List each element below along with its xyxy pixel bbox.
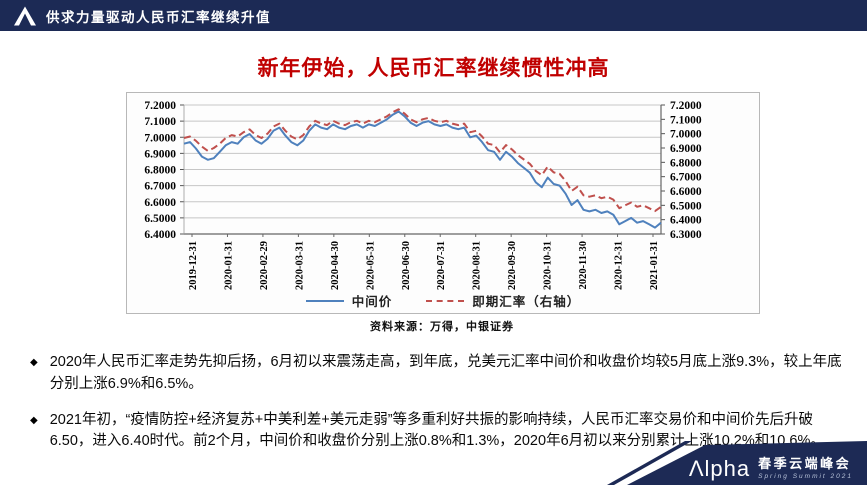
legend-label: 即期汇率（右轴） bbox=[472, 295, 581, 309]
bullet-list: ◆ 2020年人民币汇率走势先抑后扬，6月初以来震荡走高，到年底，兑美元汇率中间… bbox=[30, 352, 848, 467]
svg-text:6.8000: 6.8000 bbox=[670, 157, 702, 169]
legend-line-solid-icon bbox=[305, 299, 344, 302]
svg-text:2019-12-31: 2019-12-31 bbox=[188, 241, 199, 290]
svg-text:2020-06-30: 2020-06-30 bbox=[401, 241, 412, 290]
svg-text:7.0000: 7.0000 bbox=[144, 132, 176, 144]
chart-source: 资料来源：万得，中银证券 bbox=[370, 321, 514, 333]
svg-text:6.3000: 6.3000 bbox=[670, 229, 702, 241]
svg-text:7.2000: 7.2000 bbox=[144, 100, 176, 112]
svg-text:7.2000: 7.2000 bbox=[670, 100, 702, 112]
legend-item-central-parity: 中间价 bbox=[305, 291, 393, 310]
legend-label: 中间价 bbox=[351, 295, 393, 309]
chart-legend: 中间价 即期汇率（右轴） bbox=[127, 291, 759, 310]
svg-text:6.8000: 6.8000 bbox=[144, 165, 176, 177]
svg-text:2020-08-31: 2020-08-31 bbox=[472, 241, 483, 290]
event-name-cn: 春季云端峰会 bbox=[758, 455, 852, 471]
svg-text:6.4000: 6.4000 bbox=[670, 215, 702, 227]
diamond-bullet-icon: ◆ bbox=[30, 357, 38, 368]
diamond-bullet-icon: ◆ bbox=[30, 414, 38, 426]
svg-text:6.9000: 6.9000 bbox=[144, 148, 176, 160]
svg-text:6.9000: 6.9000 bbox=[670, 143, 702, 155]
header-bar: 供求力量驱动人民币汇率继续升值 bbox=[0, 0, 867, 31]
svg-text:7.1000: 7.1000 bbox=[670, 114, 702, 126]
legend-line-dashed-icon bbox=[426, 299, 465, 302]
event-name: 春季云端峰会 Spring Summit 2021 bbox=[758, 455, 853, 480]
svg-text:6.5000: 6.5000 bbox=[144, 213, 176, 225]
bullet-item: ◆ 2021年初，“疫情防控+经济复苏+中美利差+美元走弱”等多重利好共振的影响… bbox=[30, 410, 848, 454]
header-title: 供求力量驱动人民币汇率继续升值 bbox=[46, 9, 271, 25]
svg-text:2020-04-30: 2020-04-30 bbox=[330, 241, 341, 290]
svg-text:2020-12-31: 2020-12-31 bbox=[614, 241, 625, 290]
alpha-triangle-logo-icon bbox=[14, 6, 36, 26]
event-brand: Λlpha 春季云端峰会 Spring Summit 2021 bbox=[688, 455, 853, 481]
event-name-en: Spring Summit 2021 bbox=[758, 473, 853, 480]
banner-shape bbox=[607, 441, 867, 485]
chart-figure: 7.2000 7.1000 7.0000 6.9000 6.8000 6.7000 6.60… bbox=[126, 92, 760, 314]
svg-text:6.4000: 6.4000 bbox=[144, 229, 176, 241]
svg-text:2021-01-31: 2021-01-31 bbox=[649, 241, 660, 290]
svg-text:7.0000: 7.0000 bbox=[670, 129, 702, 141]
svg-text:2020-01-31: 2020-01-31 bbox=[223, 241, 234, 290]
legend-item-spot-rate: 即期汇率（右轴） bbox=[426, 291, 580, 310]
svg-text:2020-02-29: 2020-02-29 bbox=[259, 241, 270, 290]
svg-text:2020-05-31: 2020-05-31 bbox=[365, 241, 376, 290]
svg-text:6.7000: 6.7000 bbox=[144, 181, 176, 193]
svg-text:6.6000: 6.6000 bbox=[670, 186, 702, 198]
footer-banner: Λlpha 春季云端峰会 Spring Summit 2021 bbox=[597, 441, 867, 485]
slide-title: 新年伊始，人民币汇率继续惯性冲高 bbox=[257, 57, 610, 80]
bullet-text: 2021年初，“疫情防控+经济复苏+中美利差+美元走弱”等多重利好共振的影响持续… bbox=[49, 411, 825, 450]
svg-text:2020-09-30: 2020-09-30 bbox=[507, 241, 518, 290]
svg-text:2020-11-30: 2020-11-30 bbox=[578, 241, 589, 289]
svg-text:2020-03-31: 2020-03-31 bbox=[294, 241, 305, 290]
bullet-text: 2020年人民币汇率走势先抑后扬，6月初以来震荡走高，到年底，兑美元汇率中间价和… bbox=[49, 354, 842, 392]
bullet-item: ◆ 2020年人民币汇率走势先抑后扬，6月初以来震荡走高，到年底，兑美元汇率中间… bbox=[30, 352, 848, 396]
alpha-wordmark: Λlpha bbox=[688, 456, 751, 481]
svg-text:7.1000: 7.1000 bbox=[144, 116, 176, 128]
svg-text:6.5000: 6.5000 bbox=[670, 200, 702, 212]
svg-text:2020-07-31: 2020-07-31 bbox=[436, 241, 447, 290]
svg-text:6.7000: 6.7000 bbox=[670, 172, 702, 184]
svg-text:2020-10-31: 2020-10-31 bbox=[543, 241, 554, 290]
exchange-rate-chart: 7.2000 7.1000 7.0000 6.9000 6.8000 6.7000 6.60… bbox=[144, 100, 702, 290]
svg-text:6.6000: 6.6000 bbox=[144, 197, 176, 209]
